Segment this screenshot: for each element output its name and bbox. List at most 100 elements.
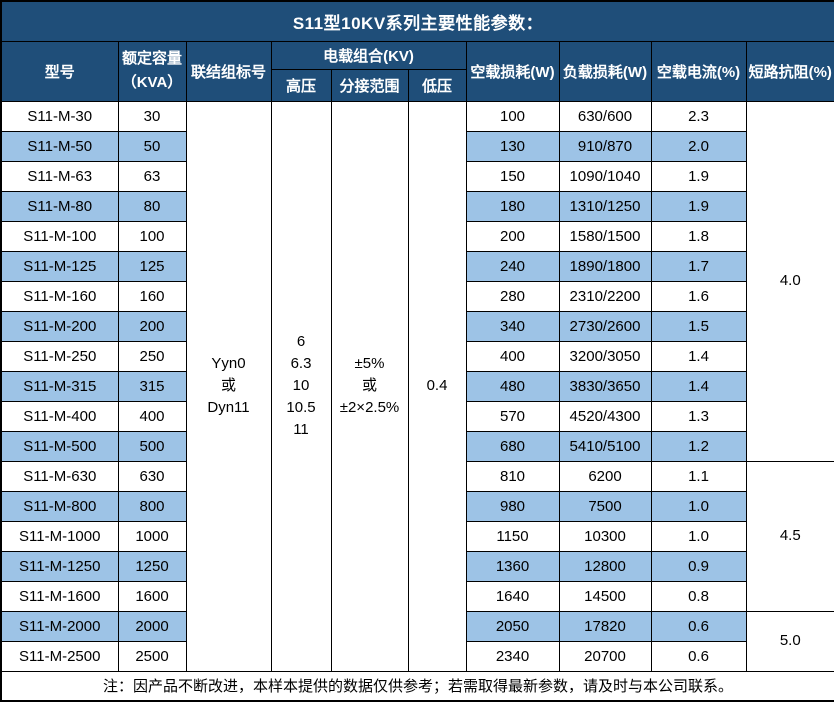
- header-short-circuit-impedance: 短路抗阻(%): [745, 40, 834, 102]
- cell-model: S11-M-160: [0, 280, 119, 312]
- cell-rated-capacity: 250: [117, 340, 187, 372]
- cell-no-load-current: 0.9: [650, 550, 747, 582]
- cell-no-load-loss: 1360: [465, 550, 560, 582]
- header-high-voltage: 高压: [270, 68, 332, 102]
- cell-model: S11-M-125: [0, 250, 119, 282]
- header-low-voltage: 低压: [407, 68, 467, 102]
- cell-rated-capacity: 160: [117, 280, 187, 312]
- table-row: S11-M-500 500 680 5410/5100 1.2: [0, 430, 834, 462]
- header-rated-capacity-line1: 额定容量: [121, 50, 182, 67]
- header-voltage-combo: 电载组合(KV): [270, 40, 467, 70]
- cell-no-load-current: 2.0: [650, 130, 747, 162]
- cell-no-load-loss: 1150: [465, 520, 560, 552]
- cell-rated-capacity: 315: [117, 370, 187, 402]
- table-row: S11-M-2000 2000 2050 17820 0.6 5.0: [0, 610, 834, 672]
- cell-model: S11-M-1600: [0, 580, 119, 612]
- table-row: S11-M-2500 2500 2340 20700 0.6: [0, 640, 834, 672]
- cell-load-loss: 1580/1500: [558, 220, 652, 252]
- table-body: S11-M-30 30 Yyn0 或 Dyn11 6 6.3 10 10.5 11 ±5% 或 ±2×2…: [0, 100, 834, 672]
- cell-load-loss: 2310/2200: [558, 280, 652, 312]
- cell-no-load-loss: 200: [465, 220, 560, 252]
- table-row: S11-M-1600 1600 1640 14500 0.8: [0, 580, 834, 612]
- cell-model: S11-M-630: [0, 460, 119, 492]
- note-row: 注：因产品不断改进，本样本提供的数据仅供参考；若需取得最新参数，请及时与本公司联…: [0, 670, 834, 702]
- cell-rated-capacity: 80: [117, 190, 187, 222]
- table-note: 注：因产品不断改进，本样本提供的数据仅供参考；若需取得最新参数，请及时与本公司联…: [0, 670, 834, 702]
- cell-model: S11-M-100: [0, 220, 119, 252]
- cell-rated-capacity: 1600: [117, 580, 187, 612]
- cell-connection-group: Yyn0 或 Dyn11: [185, 100, 272, 672]
- table-row: S11-M-63 63 150 1090/1040 1.9: [0, 160, 834, 192]
- cell-rated-capacity: 30: [117, 100, 187, 132]
- cell-no-load-loss: 980: [465, 490, 560, 522]
- cell-load-loss: 910/870: [558, 130, 652, 162]
- cell-load-loss: 4520/4300: [558, 400, 652, 432]
- header-no-load-loss: 空载损耗(W): [465, 40, 560, 102]
- cell-rated-capacity: 1250: [117, 550, 187, 582]
- title-row: S11型10KV系列主要性能参数：: [0, 0, 834, 42]
- cell-rated-capacity: 63: [117, 160, 187, 192]
- cell-load-loss: 7500: [558, 490, 652, 522]
- cell-no-load-current: 1.7: [650, 250, 747, 282]
- header-rated-capacity-line2: （KVA）: [121, 74, 183, 91]
- cell-no-load-current: 1.4: [650, 340, 747, 372]
- cell-model: S11-M-63: [0, 160, 119, 192]
- cell-no-load-loss: 240: [465, 250, 560, 282]
- cell-rated-capacity: 400: [117, 400, 187, 432]
- cell-no-load-loss: 130: [465, 130, 560, 162]
- cell-load-loss: 630/600: [558, 100, 652, 132]
- cell-no-load-current: 1.2: [650, 430, 747, 462]
- cell-model: S11-M-200: [0, 310, 119, 342]
- cell-no-load-current: 1.0: [650, 520, 747, 552]
- cell-no-load-current: 1.4: [650, 370, 747, 402]
- table-row: S11-M-30 30 Yyn0 或 Dyn11 6 6.3 10 10.5 11 ±5% 或 ±2×2…: [0, 100, 834, 672]
- cell-no-load-loss: 280: [465, 280, 560, 312]
- cell-load-loss: 14500: [558, 580, 652, 612]
- cell-model: S11-M-2000: [0, 610, 119, 642]
- cell-no-load-loss: 810: [465, 460, 560, 492]
- cell-no-load-loss: 2050: [465, 610, 560, 642]
- cell-load-loss: 3200/3050: [558, 340, 652, 372]
- header-rated-capacity: 额定容量 （KVA）: [117, 40, 187, 102]
- cell-rated-capacity: 630: [117, 460, 187, 492]
- cell-load-loss: 6200: [558, 460, 652, 492]
- cell-no-load-current: 0.6: [650, 640, 747, 672]
- cell-model: S11-M-30: [0, 100, 119, 132]
- cell-no-load-current: 0.6: [650, 610, 747, 642]
- table-row: S11-M-630 630 810 6200 1.1 4.5: [0, 460, 834, 612]
- cell-load-loss: 3830/3650: [558, 370, 652, 402]
- table-row: S11-M-100 100 200 1580/1500 1.8: [0, 220, 834, 252]
- header-model: 型号: [0, 40, 119, 102]
- cell-no-load-loss: 340: [465, 310, 560, 342]
- cell-rated-capacity: 2500: [117, 640, 187, 672]
- cell-model: S11-M-500: [0, 430, 119, 462]
- table-row: S11-M-50 50 130 910/870 2.0: [0, 130, 834, 162]
- cell-load-loss: 2730/2600: [558, 310, 652, 342]
- cell-no-load-current: 1.9: [650, 160, 747, 192]
- cell-no-load-loss: 1640: [465, 580, 560, 612]
- table-row: S11-M-1250 1250 1360 12800 0.9: [0, 550, 834, 582]
- table-row: S11-M-80 80 180 1310/1250 1.9: [0, 190, 834, 222]
- cell-no-load-current: 1.1: [650, 460, 747, 492]
- table-row: S11-M-125 125 240 1890/1800 1.7: [0, 250, 834, 282]
- header-load-loss: 负载损耗(W): [558, 40, 652, 102]
- cell-no-load-current: 1.6: [650, 280, 747, 312]
- cell-rated-capacity: 100: [117, 220, 187, 252]
- table-row: S11-M-400 400 570 4520/4300 1.3: [0, 400, 834, 432]
- header-row-1: 型号 额定容量 （KVA） 联结组标号 电载组合(KV) 空载损耗(W) 负载损耗…: [0, 40, 834, 102]
- cell-rated-capacity: 50: [117, 130, 187, 162]
- cell-no-load-current: 2.3: [650, 100, 747, 132]
- cell-high-voltage: 6 6.3 10 10.5 11: [270, 100, 332, 672]
- cell-low-voltage: 0.4: [407, 100, 467, 672]
- cell-rated-capacity: 500: [117, 430, 187, 462]
- cell-short-circuit-impedance: 4.0: [745, 100, 834, 462]
- header-tap-range: 分接范围: [330, 68, 409, 102]
- cell-model: S11-M-400: [0, 400, 119, 432]
- cell-no-load-current: 1.9: [650, 190, 747, 222]
- table-row: S11-M-160 160 280 2310/2200 1.6: [0, 280, 834, 312]
- cell-no-load-current: 1.5: [650, 310, 747, 342]
- cell-no-load-loss: 680: [465, 430, 560, 462]
- cell-load-loss: 17820: [558, 610, 652, 642]
- cell-load-loss: 10300: [558, 520, 652, 552]
- cell-no-load-current: 0.8: [650, 580, 747, 612]
